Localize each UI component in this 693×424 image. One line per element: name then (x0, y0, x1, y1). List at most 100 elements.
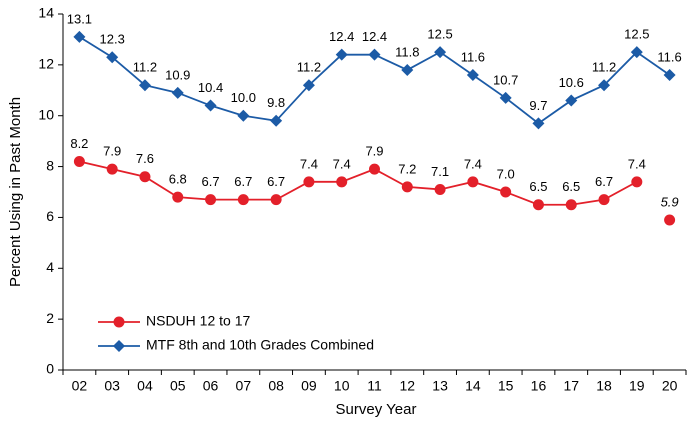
data-label: 7.9 (365, 144, 383, 159)
data-label: 12.4 (329, 29, 354, 44)
x-axis-title: Survey Year (336, 401, 417, 418)
data-label: 13.1 (67, 11, 92, 26)
x-tick-label: 11 (367, 378, 382, 394)
data-point (434, 46, 447, 59)
data-label: 12.5 (427, 27, 452, 42)
x-tick-label: 08 (268, 378, 284, 394)
data-label: 11.2 (592, 60, 616, 75)
data-point (499, 91, 512, 104)
data-label: 6.5 (529, 179, 547, 194)
x-tick-label: 02 (72, 378, 88, 394)
data-point (302, 79, 315, 92)
data-label: 11.8 (395, 44, 419, 59)
data-label: 11.2 (297, 60, 321, 75)
x-tick-label: 03 (104, 378, 120, 394)
data-point (401, 63, 414, 76)
data-label: 10.0 (231, 90, 256, 105)
data-label: 6.8 (169, 172, 187, 187)
x-tick-label: 12 (400, 378, 416, 394)
data-label: 10.9 (165, 67, 190, 82)
data-point (598, 194, 610, 206)
x-tick-label: 18 (596, 378, 612, 394)
x-tick-label: 05 (170, 378, 186, 394)
data-point (106, 163, 118, 175)
legend-marker (113, 340, 125, 352)
data-point (172, 191, 184, 203)
data-point (467, 176, 479, 188)
y-tick-label: 2 (46, 310, 54, 326)
data-label: 7.6 (136, 151, 154, 166)
x-tick-label: 14 (465, 378, 481, 394)
data-label: 11.6 (657, 49, 681, 64)
data-point (368, 48, 381, 61)
data-point (106, 51, 119, 64)
x-tick-label: 16 (531, 378, 547, 394)
x-tick-label: 20 (662, 378, 678, 394)
data-point (466, 69, 479, 82)
data-label: 6.5 (562, 179, 580, 194)
data-label: 9.8 (267, 95, 285, 110)
legend-label: NSDUH 12 to 17 (146, 313, 250, 329)
data-label: 10.4 (198, 80, 223, 95)
data-label: 12.3 (100, 32, 125, 47)
data-point (532, 117, 545, 130)
x-tick-label: 04 (137, 378, 153, 394)
data-label: 11.6 (461, 49, 485, 64)
legend-label: MTF 8th and 10th Grades Combined (146, 337, 374, 353)
y-tick-label: 0 (46, 361, 54, 377)
data-label: 7.4 (333, 156, 351, 171)
legend-marker (113, 316, 125, 328)
data-point (565, 199, 577, 211)
data-label: 6.7 (234, 174, 252, 189)
data-label: 8.2 (70, 136, 88, 151)
data-point (500, 186, 512, 198)
data-label: 6.7 (202, 174, 220, 189)
x-tick-label: 06 (203, 378, 219, 394)
data-label: 7.0 (497, 166, 515, 181)
data-point (335, 48, 348, 61)
data-label: 7.4 (300, 156, 318, 171)
data-label: 7.4 (464, 156, 482, 171)
y-tick-label: 4 (46, 259, 54, 275)
data-label: 9.7 (529, 98, 547, 113)
data-label: 7.1 (431, 164, 449, 179)
y-tick-label: 14 (38, 5, 54, 21)
data-label: 6.7 (267, 174, 285, 189)
data-point (631, 176, 643, 188)
data-point (663, 69, 676, 82)
data-point (565, 94, 578, 107)
data-label: 10.7 (493, 72, 518, 87)
data-point (139, 171, 151, 183)
y-tick-label: 12 (38, 56, 54, 72)
x-tick-label: 19 (629, 378, 645, 394)
data-point (270, 194, 282, 206)
data-point (138, 79, 151, 92)
y-axis-title: Percent Using in Past Month (7, 97, 24, 287)
y-tick-label: 10 (38, 106, 54, 122)
data-label: 7.9 (103, 144, 121, 159)
data-point (532, 199, 544, 211)
y-tick-label: 6 (46, 208, 54, 224)
x-tick-label: 17 (563, 378, 579, 394)
data-point (237, 109, 250, 122)
data-point (434, 183, 446, 195)
series-line (79, 160, 638, 206)
data-point (369, 163, 380, 175)
data-label: 10.6 (559, 75, 584, 90)
data-label: 6.7 (595, 174, 613, 189)
x-tick-label: 07 (236, 378, 252, 394)
data-point (664, 214, 676, 226)
data-label: 12.4 (362, 29, 387, 44)
x-tick-label: 10 (334, 378, 350, 394)
x-tick-label: 13 (432, 378, 448, 394)
data-label: 5.9 (661, 194, 679, 209)
data-point (598, 79, 611, 92)
data-point (237, 194, 249, 206)
data-point (73, 155, 85, 167)
data-point (336, 176, 348, 188)
x-tick-label: 15 (498, 378, 514, 394)
data-point (401, 181, 413, 193)
y-tick-label: 8 (46, 157, 54, 173)
data-point (303, 176, 315, 188)
